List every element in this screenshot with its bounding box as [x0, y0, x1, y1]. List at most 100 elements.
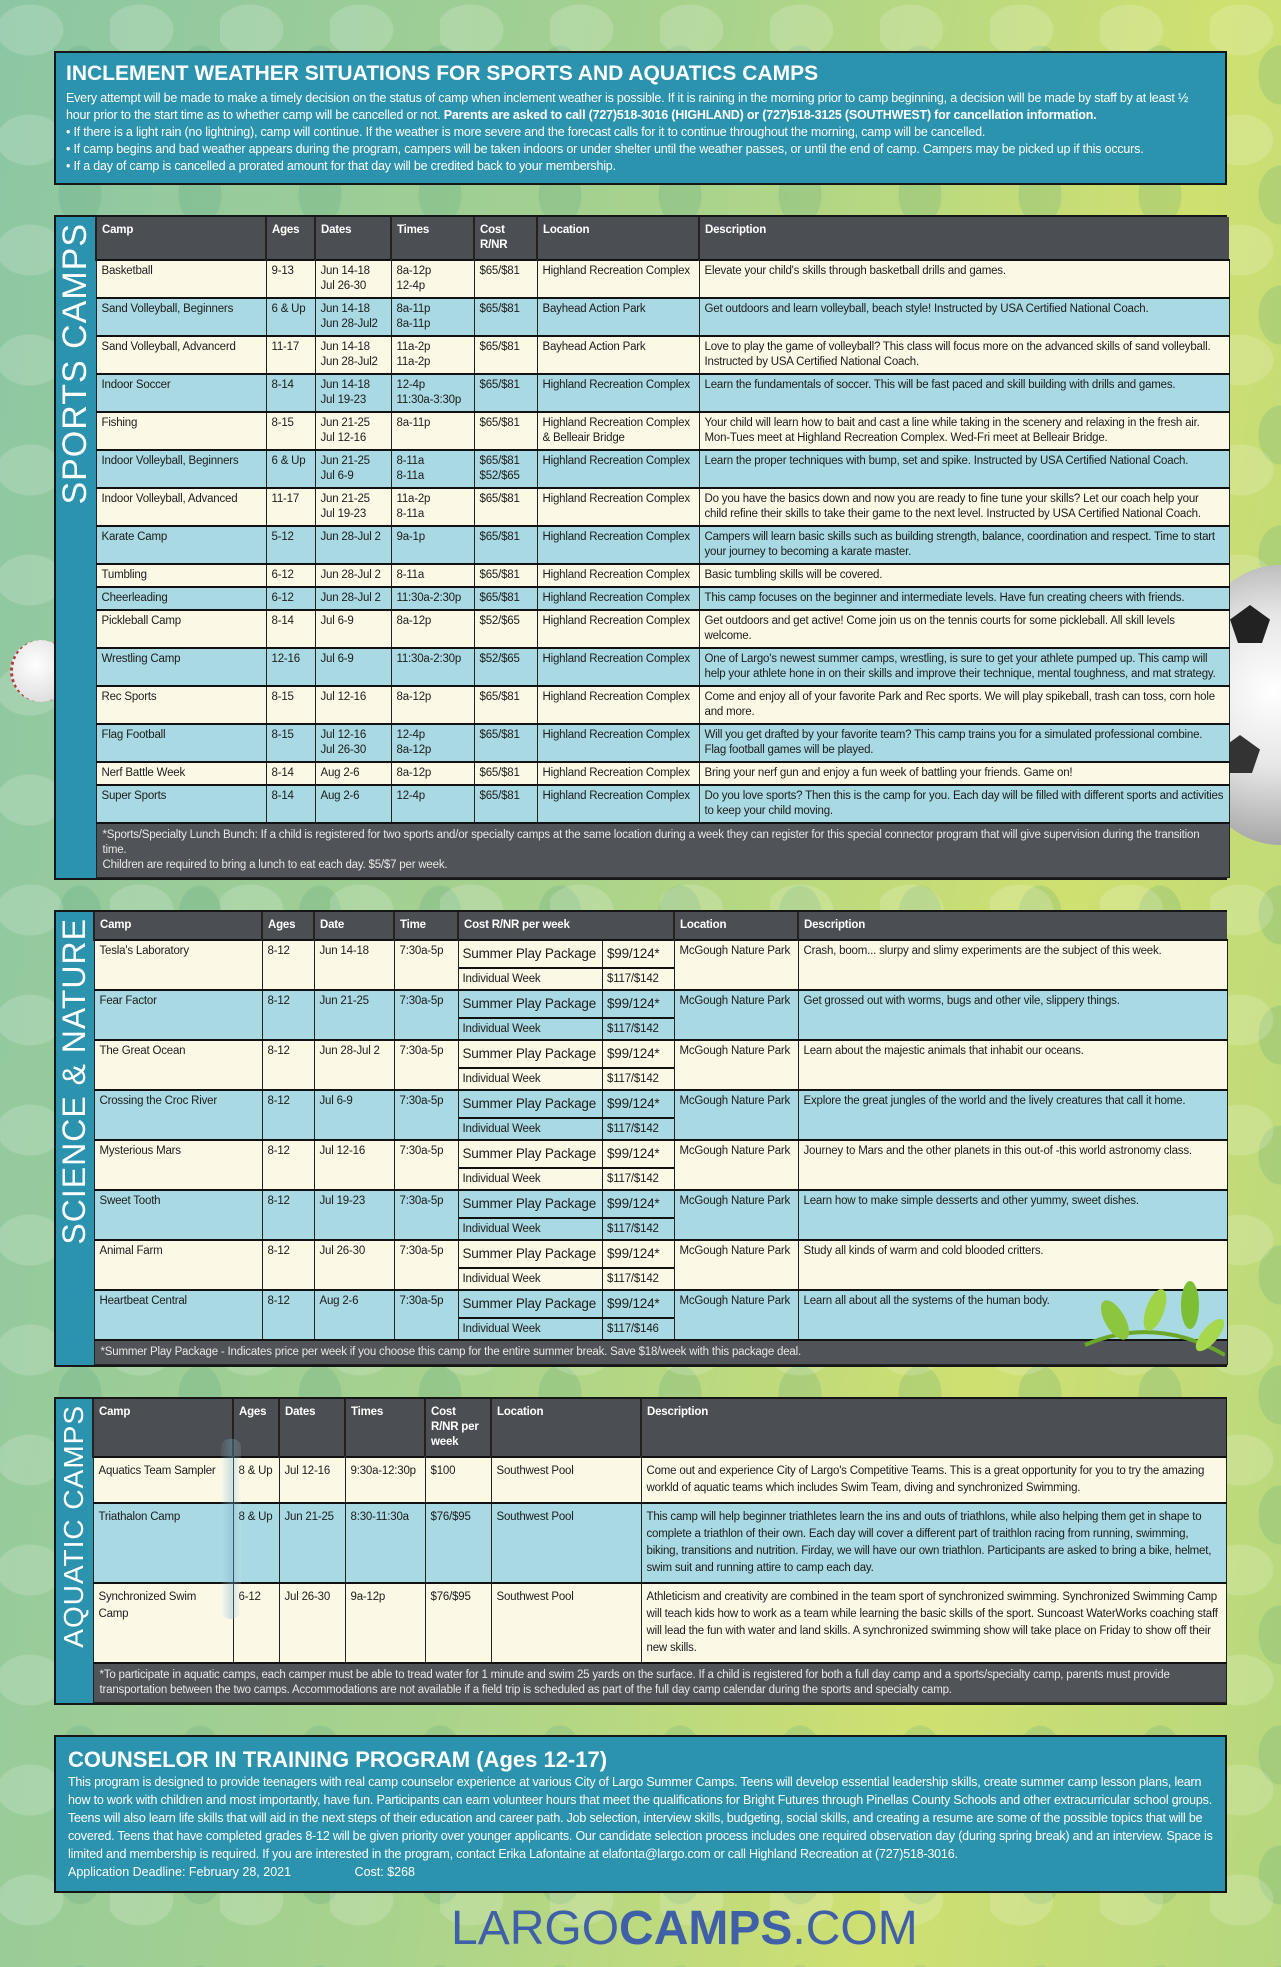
cell-dates: Jul 6-9: [314, 647, 392, 687]
footer-part-camps: CAMPS: [619, 1902, 793, 1955]
column-header: Camp: [95, 217, 266, 260]
cell-times: 11a-2p 8-11a: [390, 487, 475, 527]
package-row: Summer Play Package $99/124*: [458, 1041, 675, 1069]
package-row: Summer Play Package $99/124*: [458, 1241, 675, 1269]
cell-camp: Rec Sports: [95, 685, 267, 725]
package-row: Summer Play Package $99/124*: [458, 1091, 675, 1119]
table-row: Tumbling 6-12 Jun 28-Jul 2 8-11a $65/$81 High…: [95, 563, 1230, 588]
table-row: Aquatics Team Sampler 8 & Up Jul 12-16 9:30…: [92, 1456, 1227, 1504]
largocamps-link[interactable]: LARGOCAMPS.COM: [451, 1901, 918, 1957]
cell-cost: $65/$81: [473, 297, 538, 337]
aquatic-camps-section: AQUATIC CAMPS Camp Ages Dates Times Cost R/N…: [54, 1397, 1227, 1705]
cell-description: Will you get drafted by your favorite te…: [698, 723, 1230, 763]
cell-times: 11:30a-2:30p: [390, 586, 475, 611]
package-price: $99/124*: [602, 1041, 675, 1069]
cell-times: 8-11a 8-11a: [390, 449, 475, 489]
table-row: Indoor Volleyball, Beginners 6 & Up Jun 21…: [95, 449, 1230, 489]
individual-price: $117/$142: [602, 1118, 675, 1139]
individual-price: $117/$142: [602, 968, 675, 989]
cell-ages: 8-15: [265, 723, 316, 763]
cell-date: Jul 12-16: [313, 1139, 395, 1191]
section-label: SPORTS CAMPS: [56, 223, 94, 505]
cell-location: Highland Recreation Complex: [536, 723, 700, 763]
cell-time: 7:30a-5p: [393, 1189, 459, 1241]
cell-times: 8a-11p 8a-11p: [390, 297, 475, 337]
cell-camp: The Great Ocean: [93, 1039, 263, 1091]
cell-camp: Nerf Battle Week: [95, 761, 267, 786]
cell-ages: 12-16: [265, 647, 316, 687]
cell-description: Come and enjoy all of your favorite Park…: [698, 685, 1230, 725]
science-nature-table: Camp Ages Date Time Cost R/NR per week Locati…: [93, 912, 1228, 1365]
cell-camp: Flag Football: [95, 723, 267, 763]
cell-time: 7:30a-5p: [393, 939, 459, 991]
table-row: Pickleball Camp 8-14 Jul 6-9 8a-12p $52/$65 H…: [95, 609, 1230, 649]
cell-cost: Summer Play Package $99/124* Individual We…: [457, 989, 675, 1041]
cell-ages: 8-14: [265, 761, 316, 786]
cell-location: Highland Recreation Complex & Belleair B…: [536, 411, 700, 451]
table-row: Indoor Soccer 8-14 Jun 14-18 Jul 19-23 12-4…: [95, 373, 1230, 413]
cell-location: Highland Recreation Complex: [536, 647, 700, 687]
cell-ages: 8-12: [261, 1089, 315, 1141]
package-price: $99/124*: [602, 1091, 675, 1119]
table-row: Basketball 9-13 Jun 14-18 Jul 26-30 8a-12p …: [95, 259, 1230, 299]
cell-ages: 11-17: [265, 487, 316, 527]
cell-cost: $65/$81: [473, 487, 538, 527]
cell-description: Learn how to make simple desserts and ot…: [797, 1189, 1228, 1241]
cell-cost: $52/$65: [473, 609, 538, 649]
cell-location: Southwest Pool: [490, 1456, 642, 1504]
individual-price: $117/$142: [602, 1218, 675, 1239]
cell-cost: $52/$65: [473, 647, 538, 687]
cell-dates: Aug 2-6: [314, 784, 392, 824]
cit-deadline: Application Deadline: February 28, 2021: [68, 1865, 292, 1879]
cell-time: 7:30a-5p: [393, 1289, 459, 1341]
cell-times: 8a-12p: [390, 761, 475, 786]
cell-times: 8a-12p 12-4p: [390, 259, 475, 299]
cost-options: Summer Play Package $99/124* Individual We…: [458, 1241, 675, 1289]
individual-label: Individual Week: [458, 1268, 603, 1289]
cell-dates: Jun 21-25 Jul 6-9: [314, 449, 392, 489]
section-label-strip: SCIENCE & NATURE: [56, 912, 93, 1365]
cell-date: Jul 26-30: [313, 1239, 395, 1291]
cell-ages: 8-12: [261, 989, 315, 1041]
cell-cost: $76/$95: [424, 1502, 492, 1584]
table-row: Sand Volleyball, Advancerd 11-17 Jun 14-18…: [95, 335, 1230, 375]
cell-location: Highland Recreation Complex: [536, 685, 700, 725]
cell-camp: Triathalon Camp: [92, 1502, 234, 1584]
cell-ages: 8-12: [261, 1139, 315, 1191]
cell-times: 9:30a-12:30p: [344, 1456, 426, 1504]
cell-cost: $65/$81: [473, 586, 538, 611]
footnote-row: *To participate in aquatic camps, each c…: [92, 1662, 1227, 1703]
cell-camp: Synchronized Swim Camp: [92, 1582, 234, 1664]
cost-options: Summer Play Package $99/124* Individual We…: [458, 1091, 675, 1139]
cell-description: Crash, boom... slurpy and slimy experime…: [797, 939, 1228, 991]
cell-dates: Jun 28-Jul 2: [314, 586, 392, 611]
table-row: Crossing the Croc River 8-12 Jul 6-9 7:30a-…: [93, 1089, 1228, 1141]
cell-camp: Karate Camp: [95, 525, 267, 565]
weather-bullet: • If there is a light rain (no lightning…: [66, 125, 986, 139]
package-label: Summer Play Package: [458, 1091, 603, 1119]
cell-description: Journey to Mars and the other planets in…: [797, 1139, 1228, 1191]
cell-date: Jun 14-18: [313, 939, 395, 991]
cell-times: 12-4p: [390, 784, 475, 824]
sports-footnote: *Sports/Specialty Lunch Bunch: If a chil…: [95, 822, 1230, 878]
table-row: Triathalon Camp 8 & Up Jun 21-25 8:30-11:30…: [92, 1502, 1227, 1584]
cell-dates: Jun 14-18 Jun 28-Jul2: [314, 297, 392, 337]
cell-times: 11:30a-2:30p: [390, 647, 475, 687]
cell-location: Southwest Pool: [490, 1582, 642, 1664]
cost-options: Summer Play Package $99/124* Individual We…: [458, 1191, 675, 1239]
cell-description: Love to play the game of volleyball? Thi…: [698, 335, 1230, 375]
cell-ages: 8-12: [261, 1289, 315, 1341]
cell-location: Bayhead Action Park: [536, 335, 700, 375]
cell-times: 8a-11p: [390, 411, 475, 451]
column-header: Cost R/NR per week: [424, 1399, 491, 1457]
column-header: Times: [344, 1399, 425, 1457]
cell-location: McGough Nature Park: [673, 1039, 799, 1091]
table-row: Sweet Tooth 8-12 Jul 19-23 7:30a-5p Summer P…: [93, 1189, 1228, 1241]
cell-cost: Summer Play Package $99/124* Individual We…: [457, 1189, 675, 1241]
cell-dates: Jul 12-16 Jul 26-30: [314, 723, 392, 763]
cell-description: This camp will help beginner triathletes…: [640, 1502, 1227, 1584]
sports-camps-section: SPORTS CAMPS Camp Ages Dates Times Cost R/NR…: [54, 215, 1230, 880]
science-footnote: *Summer Play Package - Indicates price p…: [93, 1339, 1228, 1365]
column-header: Dates: [278, 1399, 345, 1457]
cell-location: McGough Nature Park: [673, 1089, 799, 1141]
